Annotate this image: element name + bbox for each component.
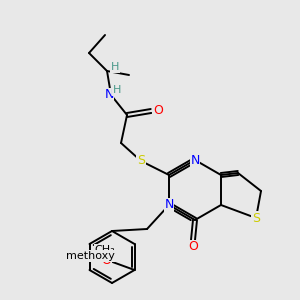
- Text: N: N: [164, 199, 174, 212]
- Text: H: H: [113, 85, 121, 95]
- Text: S: S: [252, 212, 260, 224]
- Text: H: H: [111, 62, 119, 72]
- Text: N: N: [104, 88, 114, 101]
- Text: CH₃: CH₃: [94, 245, 115, 255]
- Text: N: N: [190, 154, 200, 166]
- Text: methoxy: methoxy: [66, 251, 115, 261]
- Text: O: O: [102, 254, 112, 266]
- Text: S: S: [137, 154, 145, 167]
- Text: O: O: [153, 104, 163, 118]
- Text: O: O: [188, 241, 198, 254]
